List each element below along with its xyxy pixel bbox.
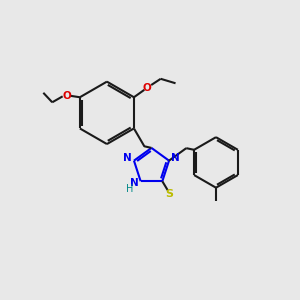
- Text: H: H: [126, 184, 133, 194]
- Text: N: N: [171, 153, 180, 163]
- Text: N: N: [123, 153, 132, 163]
- Text: O: O: [143, 83, 152, 93]
- Text: S: S: [166, 189, 174, 199]
- Text: N: N: [130, 178, 139, 188]
- Text: O: O: [62, 91, 71, 101]
